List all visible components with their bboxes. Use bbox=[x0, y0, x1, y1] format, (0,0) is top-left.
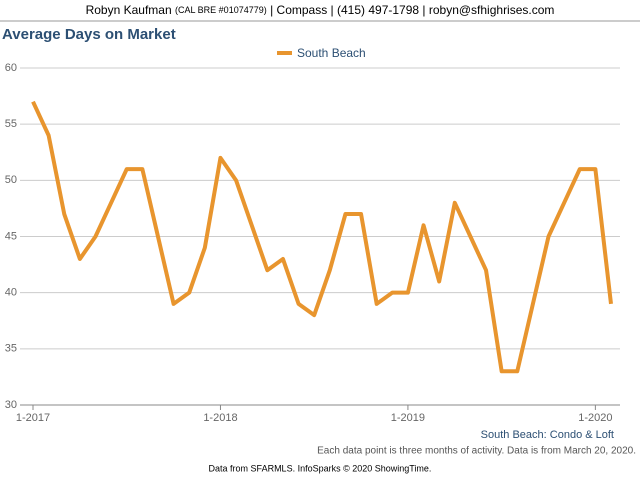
annotation: South Beach: Condo & Loft bbox=[481, 429, 614, 441]
y-tick-label: 35 bbox=[5, 343, 17, 355]
license: (CAL BRE #01074779) bbox=[175, 5, 267, 15]
y-tick-label: 30 bbox=[5, 399, 17, 411]
y-tick-label: 40 bbox=[5, 287, 17, 299]
note: Each data point is three months of activ… bbox=[317, 446, 636, 457]
header: Robyn Kaufman (CAL BRE #01074779) | Comp… bbox=[86, 3, 555, 17]
contact: | Compass | (415) 497-1798 | robyn@sfhig… bbox=[270, 3, 554, 17]
y-tick-label: 60 bbox=[5, 62, 17, 74]
series-line bbox=[31, 100, 613, 374]
x-tick-label: 1-2020 bbox=[578, 412, 612, 424]
legend-label: South Beach bbox=[297, 46, 366, 60]
y-tick-label: 50 bbox=[5, 174, 17, 186]
y-tick-label: 55 bbox=[5, 118, 17, 130]
y-tick-label: 45 bbox=[5, 230, 17, 242]
chart-title: Average Days on Market bbox=[2, 26, 176, 43]
x-tick-label: 1-2018 bbox=[203, 412, 237, 424]
x-tick-label: 1-2017 bbox=[16, 412, 50, 424]
x-tick-label: 1-2019 bbox=[391, 412, 425, 424]
source: Data from SFARMLS. InfoSparks © 2020 Sho… bbox=[209, 463, 432, 473]
agent-name: Robyn Kaufman bbox=[86, 3, 172, 17]
